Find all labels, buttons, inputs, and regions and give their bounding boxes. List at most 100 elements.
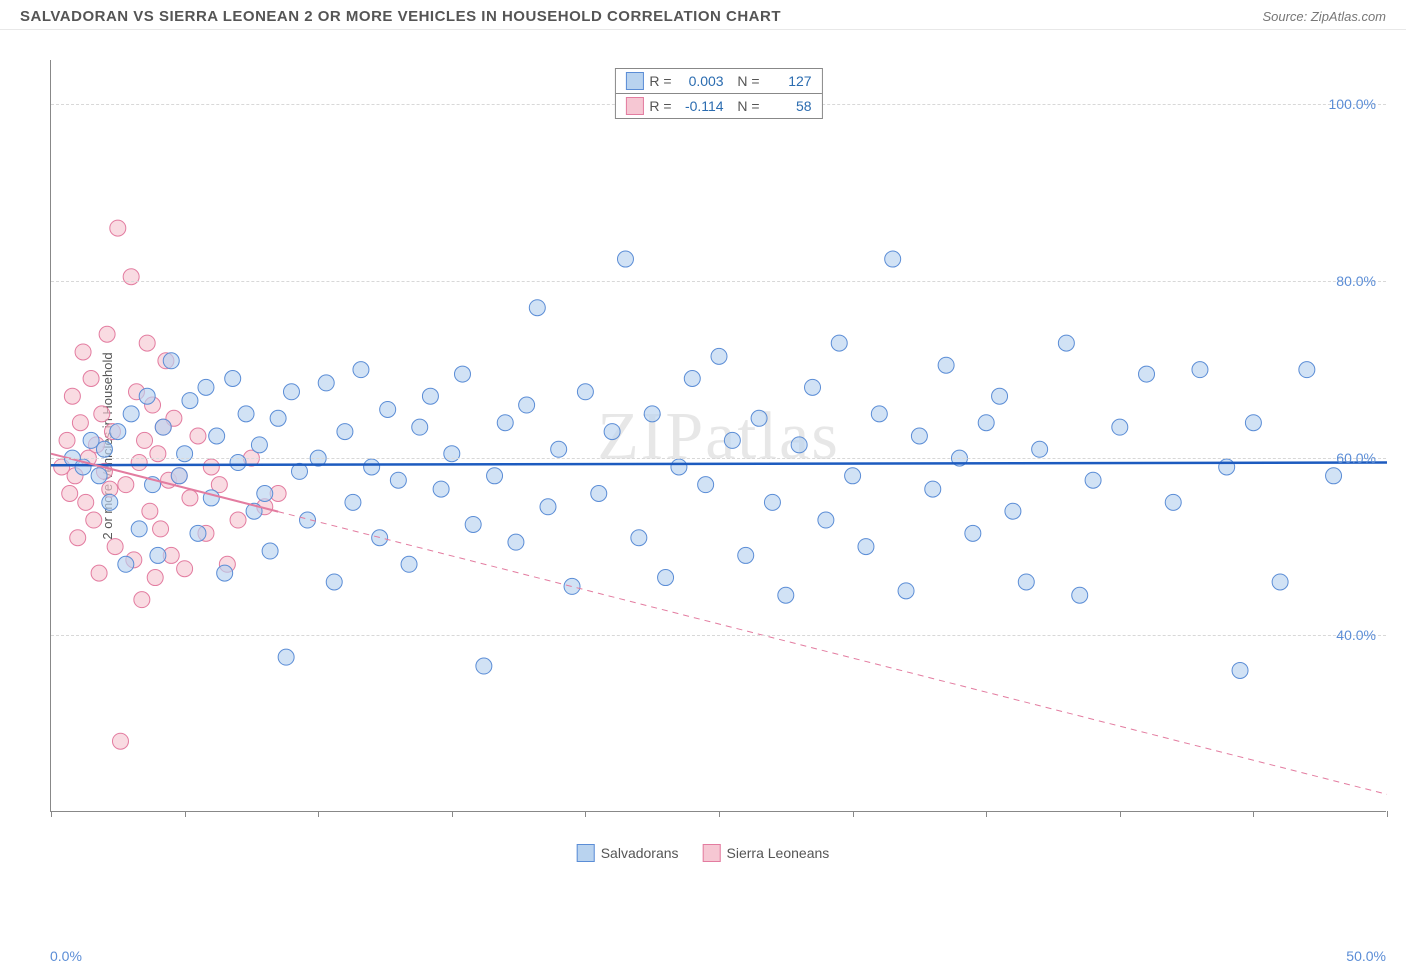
- data-point: [658, 570, 674, 586]
- data-point: [1112, 419, 1128, 435]
- data-point: [925, 481, 941, 497]
- series-legend: Salvadorans Sierra Leoneans: [577, 844, 830, 862]
- data-point: [262, 543, 278, 559]
- data-point: [86, 512, 102, 528]
- data-point: [1326, 468, 1342, 484]
- data-point: [831, 335, 847, 351]
- x-tick: [51, 811, 52, 817]
- data-point: [225, 370, 241, 386]
- data-point: [390, 472, 406, 488]
- data-point: [1085, 472, 1101, 488]
- data-point: [858, 539, 874, 555]
- data-point: [251, 437, 267, 453]
- data-point: [59, 432, 75, 448]
- data-point: [818, 512, 834, 528]
- data-point: [283, 384, 299, 400]
- data-point: [198, 379, 214, 395]
- data-point: [83, 370, 99, 386]
- data-point: [123, 269, 139, 285]
- x-tick: [1387, 811, 1388, 817]
- y-tick-label: 40.0%: [1336, 627, 1376, 643]
- data-point: [711, 348, 727, 364]
- x-tick: [452, 811, 453, 817]
- data-point: [150, 547, 166, 563]
- data-point: [604, 424, 620, 440]
- data-point: [94, 406, 110, 422]
- data-point: [476, 658, 492, 674]
- legend-row-salvadorans: R = 0.003 N = 127: [615, 69, 821, 94]
- data-point: [805, 379, 821, 395]
- data-point: [540, 499, 556, 515]
- data-point: [364, 459, 380, 475]
- r-value-salvadorans: 0.003: [678, 73, 724, 89]
- y-tick-label: 60.0%: [1336, 450, 1376, 466]
- x-tick-label: 50.0%: [1346, 948, 1386, 964]
- data-point: [78, 494, 94, 510]
- data-point: [617, 251, 633, 267]
- data-point: [497, 415, 513, 431]
- data-point: [131, 455, 147, 471]
- data-point: [577, 384, 593, 400]
- data-point: [1032, 441, 1048, 457]
- data-point: [978, 415, 994, 431]
- data-point: [845, 468, 861, 484]
- data-point: [911, 428, 927, 444]
- data-point: [871, 406, 887, 422]
- data-point: [465, 516, 481, 532]
- data-point: [591, 486, 607, 502]
- data-point: [217, 565, 233, 581]
- data-point: [110, 424, 126, 440]
- data-point: [238, 406, 254, 422]
- data-point: [326, 574, 342, 590]
- data-point: [1299, 362, 1315, 378]
- legend-swatch-icon: [703, 844, 721, 862]
- data-point: [1219, 459, 1235, 475]
- chart-title: SALVADORAN VS SIERRA LEONEAN 2 OR MORE V…: [20, 8, 781, 25]
- x-tick-label: 0.0%: [50, 948, 82, 964]
- trend-line-dashed: [278, 512, 1387, 795]
- data-point: [134, 592, 150, 608]
- scatter-svg: [51, 60, 1386, 811]
- data-point: [938, 357, 954, 373]
- data-point: [1072, 587, 1088, 603]
- data-point: [177, 446, 193, 462]
- data-point: [155, 419, 171, 435]
- legend-swatch-sierra-leoneans: [625, 97, 643, 115]
- data-point: [778, 587, 794, 603]
- data-point: [1018, 574, 1034, 590]
- data-point: [519, 397, 535, 413]
- data-point: [551, 441, 567, 457]
- data-point: [64, 388, 80, 404]
- data-point: [738, 547, 754, 563]
- data-point: [142, 503, 158, 519]
- x-tick: [185, 811, 186, 817]
- data-point: [62, 486, 78, 502]
- data-point: [1192, 362, 1208, 378]
- data-point: [487, 468, 503, 484]
- data-point: [444, 446, 460, 462]
- data-point: [153, 521, 169, 537]
- legend-item-salvadorans: Salvadorans: [577, 844, 679, 862]
- data-point: [70, 530, 86, 546]
- data-point: [177, 561, 193, 577]
- data-point: [118, 556, 134, 572]
- data-point: [182, 490, 198, 506]
- chart-source: Source: ZipAtlas.com: [1262, 9, 1386, 24]
- legend-label: Sierra Leoneans: [727, 845, 830, 861]
- gridline: [51, 458, 1386, 459]
- data-point: [454, 366, 470, 382]
- legend-swatch-icon: [577, 844, 595, 862]
- data-point: [190, 525, 206, 541]
- data-point: [75, 344, 91, 360]
- n-value-salvadorans: 127: [766, 73, 812, 89]
- data-point: [751, 410, 767, 426]
- data-point: [671, 459, 687, 475]
- data-point: [724, 432, 740, 448]
- x-tick: [719, 811, 720, 817]
- data-point: [147, 570, 163, 586]
- data-point: [412, 419, 428, 435]
- plot-area: ZIPatlas R = 0.003 N = 127 R = -0.114 N …: [50, 60, 1386, 812]
- data-point: [91, 468, 107, 484]
- x-tick: [1253, 811, 1254, 817]
- data-point: [150, 446, 166, 462]
